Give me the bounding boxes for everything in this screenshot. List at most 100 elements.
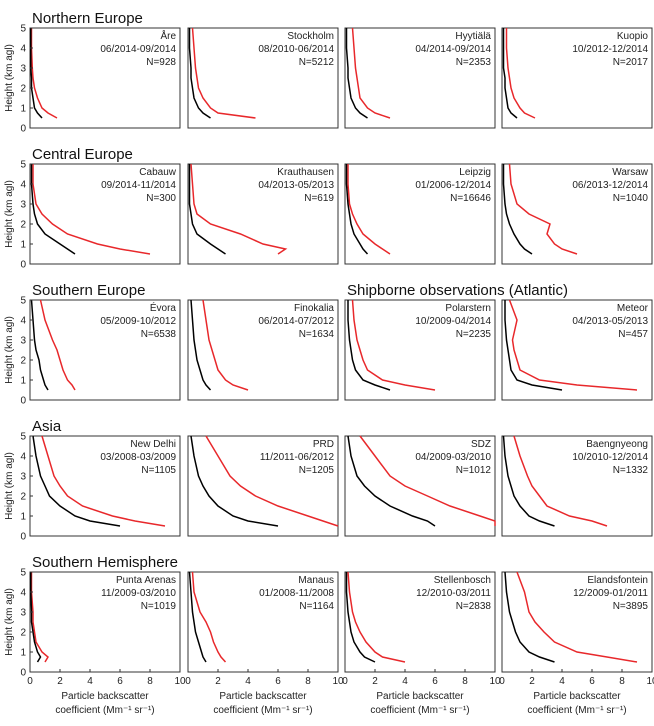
sample-count: N=1012 [456,465,492,476]
period: 01/2006-12/2014 [415,180,491,191]
y-axis-label: Height (km agl) [4,588,15,656]
y-tick-label: 4 [20,316,26,327]
profile-line [508,163,578,255]
x-tick-label: 0 [342,676,348,687]
y-tick-label: 1 [20,240,26,251]
period: 04/2013-05/2013 [258,180,334,191]
x-tick-label: 6 [432,676,438,687]
y-tick-label: 4 [20,588,26,599]
profile-line [30,572,49,663]
site-name: SDZ [471,439,491,450]
site-name: Kuopio [617,31,649,42]
y-tick-label: 1 [20,376,26,387]
sample-count: N=1332 [613,465,649,476]
profile-line [32,164,151,255]
sample-count: N=6538 [141,329,177,340]
x-tick-label: 8 [147,676,153,687]
sample-count: N=457 [618,329,648,340]
site-name: Leipzig [459,167,491,178]
profile-line [359,435,496,526]
x-tick-label: 0 [185,676,191,687]
site-name: Elandsfontein [587,575,648,586]
profile-line [504,571,555,663]
period: 12/2009-01/2011 [573,588,648,599]
profile-line [504,300,563,391]
profile-line [32,435,121,527]
x-tick-label: 6 [117,676,123,687]
x-tick-label: 2 [372,676,378,687]
period: 09/2014-11/2014 [101,180,176,191]
profile-line [513,435,608,527]
site-name: New Delhi [130,439,176,450]
x-tick-label: 10 [646,676,654,687]
plot-frame [187,571,339,673]
y-tick-label: 3 [20,64,26,75]
period: 06/2013-12/2014 [572,180,648,191]
x-axis-label: Particle backscatter [61,691,149,702]
period: 05/2009-10/2012 [100,316,176,327]
plot-frame [29,435,181,537]
x-tick-label: 4 [559,676,565,687]
profile-line [345,572,376,663]
x-tick-label: 0 [499,676,505,687]
y-tick-label: 1 [20,104,26,115]
profile-line [347,571,406,663]
site-name: Cabauw [139,167,176,178]
plot-frame [187,163,339,265]
site-name: Stockholm [287,31,334,42]
plot-frame [187,27,339,129]
site-name: Évora [150,301,177,314]
sample-count: N=300 [146,193,176,204]
y-tick-label: 2 [20,220,26,231]
y-tick-label: 5 [20,24,26,35]
plot-frame [501,27,653,129]
plot-frame [344,27,496,129]
profile-line [347,164,391,255]
profile-line [502,435,555,527]
profile-line [205,435,339,527]
period: 08/2010-06/2014 [258,44,334,55]
period: 04/2013-05/2013 [572,316,648,327]
x-tick-label: 8 [305,676,311,687]
profile-line [502,164,533,255]
x-tick-label: 4 [87,676,93,687]
period: 11/2009-03/2010 [101,588,176,599]
y-axis-label: Height (km agl) [4,316,15,384]
period: 04/2014-09/2014 [415,44,491,55]
profile-line [191,27,256,119]
profile-line [190,163,288,255]
sample-count: N=16646 [450,193,491,204]
x-tick-label: 0 [27,676,33,687]
sample-count: N=1164 [299,601,334,612]
sample-count: N=1105 [141,465,176,476]
y-tick-label: 0 [20,260,26,271]
x-tick-label: 2 [57,676,63,687]
plot-frame [344,435,496,537]
profile-line [190,435,279,527]
y-tick-label: 2 [20,84,26,95]
profile-line [502,28,518,119]
sample-count: N=2353 [456,57,492,68]
site-name: Åre [160,29,176,42]
plot-frame [29,163,181,265]
plot-frame [344,571,496,673]
y-tick-label: 0 [20,532,26,543]
site-name: Manaus [298,575,334,586]
profile-line [191,571,227,663]
site-name: Baengnyeong [586,439,648,450]
x-tick-label: 2 [529,676,535,687]
y-tick-label: 0 [20,668,26,679]
x-tick-label: 6 [589,676,595,687]
profile-line [505,28,536,119]
y-tick-label: 2 [20,492,26,503]
profile-line [202,299,249,391]
period: 10/2012-12/2014 [572,44,648,55]
y-tick-label: 2 [20,628,26,639]
plot-frame [29,571,181,673]
sample-count: N=5212 [299,57,335,68]
profile-line [30,28,58,119]
period: 12/2010-03/2011 [416,588,491,599]
y-axis-label: Height (km agl) [4,180,15,248]
y-tick-label: 3 [20,608,26,619]
y-tick-label: 5 [20,160,26,171]
